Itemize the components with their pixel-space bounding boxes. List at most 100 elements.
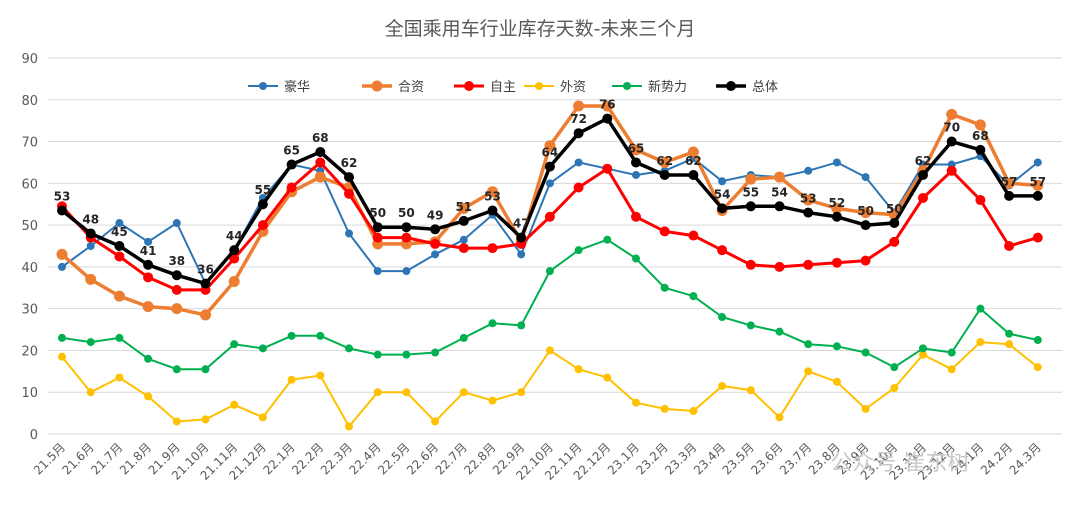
data-label: 50 — [886, 202, 903, 216]
data-point — [58, 352, 66, 361]
data-point — [230, 400, 239, 409]
data-point — [258, 413, 267, 422]
data-point — [688, 230, 699, 241]
data-point — [517, 388, 526, 397]
data-point — [745, 173, 757, 185]
data-label: 50 — [398, 206, 415, 220]
data-point — [373, 350, 382, 359]
data-point — [544, 211, 555, 222]
data-point — [574, 246, 583, 255]
data-point — [632, 398, 640, 407]
data-point — [861, 173, 870, 182]
data-label: 51 — [455, 200, 472, 214]
data-point — [229, 253, 240, 264]
data-point — [659, 156, 671, 168]
data-point — [745, 259, 756, 270]
y-tick-label: 40 — [21, 261, 38, 276]
data-point — [831, 257, 842, 268]
data-point — [631, 157, 641, 168]
y-tick-label: 50 — [21, 219, 38, 234]
data-point — [142, 301, 154, 313]
data-point — [229, 245, 240, 256]
data-point — [889, 236, 900, 247]
data-point — [286, 159, 297, 170]
data-labels: 53 48 45 41 38 36 44 55 65 68 62 50 50 49 51 53 47 64 72 76… — [54, 98, 1047, 277]
data-point — [804, 166, 813, 175]
data-point — [717, 245, 728, 256]
data-point — [257, 220, 268, 231]
legend-item: 豪华 — [248, 79, 310, 95]
data-point — [57, 205, 67, 216]
data-point — [602, 113, 613, 124]
data-point — [976, 338, 985, 347]
data-point — [1032, 232, 1043, 243]
data-point — [718, 177, 727, 186]
legend-marker — [464, 81, 474, 91]
data-point — [804, 340, 813, 349]
data-point — [802, 194, 814, 206]
data-point — [516, 232, 527, 243]
data-point — [774, 171, 785, 183]
gridlines — [48, 57, 1062, 435]
data-label: 70 — [943, 121, 960, 135]
data-point — [861, 404, 870, 413]
data-point — [804, 367, 813, 376]
data-point — [314, 171, 326, 183]
data-point — [919, 350, 927, 359]
data-point — [918, 169, 928, 180]
data-point — [975, 144, 986, 155]
data-point — [660, 283, 669, 292]
data-point — [230, 340, 239, 349]
y-tick-label: 70 — [21, 136, 38, 151]
data-point — [487, 205, 498, 216]
data-point — [573, 182, 584, 193]
data-point — [372, 222, 383, 233]
data-point — [603, 235, 612, 244]
data-label: 65 — [283, 144, 300, 158]
data-point — [345, 344, 353, 353]
series-4 — [58, 235, 1042, 374]
data-point — [401, 232, 412, 243]
data-point — [544, 161, 555, 172]
data-label: 49 — [427, 208, 444, 222]
data-point — [545, 267, 554, 276]
data-point — [115, 219, 124, 228]
data-point — [832, 342, 841, 351]
series-2 — [57, 157, 1043, 295]
data-point — [890, 363, 899, 372]
data-point — [1005, 329, 1014, 338]
series-1 — [56, 100, 1044, 321]
data-label: 47 — [513, 217, 530, 231]
data-label: 62 — [915, 154, 932, 168]
data-label: 41 — [140, 244, 157, 258]
data-point — [56, 248, 68, 260]
data-point — [832, 377, 841, 386]
data-point — [1032, 179, 1044, 191]
legend-item: 总体 — [716, 80, 778, 95]
data-label: 62 — [341, 156, 358, 170]
data-point — [258, 344, 267, 353]
data-point — [1032, 190, 1043, 201]
data-point — [689, 407, 698, 416]
data-label: 55 — [742, 185, 759, 199]
data-point — [487, 243, 498, 254]
data-point — [947, 365, 956, 374]
data-point — [775, 413, 784, 422]
data-point — [545, 346, 554, 355]
data-point — [976, 304, 985, 313]
legend-label: 外资 — [560, 80, 586, 95]
data-point — [1004, 190, 1015, 201]
data-point — [115, 373, 124, 382]
data-point — [171, 303, 183, 315]
data-label: 68 — [972, 129, 989, 143]
data-point — [430, 224, 441, 235]
data-point — [402, 267, 411, 276]
data-point — [1004, 241, 1015, 251]
data-point — [431, 348, 440, 357]
data-point — [831, 211, 842, 222]
legend-marker — [535, 82, 543, 90]
data-point — [287, 331, 296, 340]
data-point — [861, 348, 870, 357]
data-point — [228, 276, 240, 288]
data-point — [1005, 340, 1014, 349]
